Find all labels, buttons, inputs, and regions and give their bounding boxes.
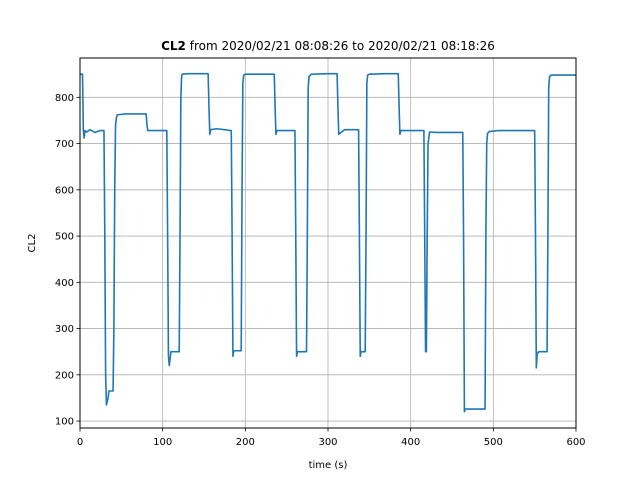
x-tick-label: 300: [318, 437, 337, 448]
x-tick-label: 400: [401, 437, 420, 448]
x-tick-label: 0: [77, 437, 83, 448]
x-axis-label: time (s): [309, 460, 348, 471]
x-tick-label: 600: [566, 437, 585, 448]
y-tick-label: 600: [55, 185, 74, 196]
chart-title: CL2 from 2020/02/21 08:08:26 to 2020/02/…: [161, 39, 495, 53]
y-tick-label: 400: [55, 278, 74, 289]
grid: [79, 58, 577, 428]
y-tick-label: 200: [55, 370, 74, 381]
series-line: [80, 72, 576, 413]
x-tick-label: 100: [153, 437, 172, 448]
x-tick-label: 200: [236, 437, 255, 448]
ticks: 0 100 200 300 400 500 600100200300400500600700…: [55, 93, 586, 448]
y-tick-label: 800: [55, 93, 74, 104]
chart-title-bold: CL2: [161, 39, 186, 53]
series-layer: [80, 72, 576, 413]
y-tick-label: 100: [55, 417, 74, 428]
y-axis-label: CL2: [27, 234, 38, 253]
x-tick-label: 500: [484, 437, 503, 448]
y-tick-label: 300: [55, 324, 74, 335]
y-tick-label: 500: [55, 232, 74, 243]
chart-title-rest: from 2020/02/21 08:08:26 to 2020/02/21 0…: [186, 39, 495, 53]
y-tick-label: 700: [55, 139, 74, 150]
